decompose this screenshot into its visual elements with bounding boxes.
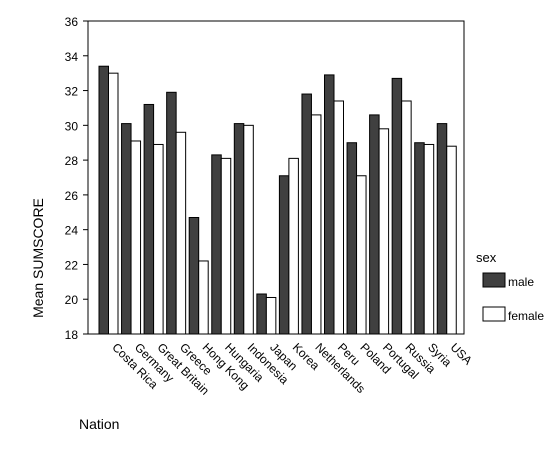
bar-female — [423, 143, 435, 335]
bar-male — [301, 93, 312, 335]
x-tick-label: USA — [448, 340, 475, 367]
bar-male — [211, 154, 222, 335]
bar-male — [278, 175, 290, 335]
bar-male — [436, 123, 448, 335]
y-axis-title: Mean SUMSCORE — [30, 198, 46, 318]
bar-female — [130, 140, 142, 335]
bar-female — [310, 114, 322, 335]
bar-male — [121, 123, 132, 335]
bar-male — [346, 142, 358, 335]
bar-male — [166, 91, 177, 335]
bar-female — [198, 260, 209, 335]
y-tick-label: 36 — [65, 15, 79, 29]
legend-title: sex — [476, 250, 497, 265]
bar-female — [378, 128, 390, 335]
bar-male — [256, 293, 267, 335]
bar-male — [143, 103, 155, 335]
y-tick-label: 18 — [65, 328, 79, 342]
bar-female — [175, 131, 187, 335]
y-tick-label: 26 — [65, 189, 79, 203]
bar-female — [220, 157, 232, 335]
y-tick-label: 34 — [65, 50, 79, 64]
bar-female — [333, 100, 344, 335]
y-tick-label: 22 — [65, 258, 79, 272]
bar-male — [98, 65, 109, 335]
bar-female — [243, 124, 254, 335]
legend-label-male: male — [508, 275, 534, 289]
y-tick-label: 20 — [65, 293, 79, 307]
bar-female — [288, 157, 299, 335]
y-tick-label: 24 — [65, 224, 79, 238]
bar-female — [108, 72, 119, 335]
bar-female — [401, 100, 412, 335]
bar-male — [414, 142, 425, 335]
bar-female — [356, 175, 367, 335]
x-axis-title: Nation — [79, 416, 119, 432]
bar-female — [265, 296, 277, 335]
bar-male — [188, 216, 200, 335]
legend-label-female: female — [508, 309, 544, 323]
bar-male — [369, 114, 380, 335]
y-tick-label: 30 — [65, 119, 79, 133]
y-tick-label: 32 — [65, 85, 79, 99]
bar-male — [391, 77, 403, 335]
y-tick-label: 28 — [65, 154, 79, 168]
legend-swatch-male — [482, 272, 506, 288]
bar-male — [324, 74, 335, 335]
legend-swatch-female — [482, 306, 506, 322]
bar-female — [153, 143, 164, 335]
bar-male — [233, 123, 245, 335]
bar-female — [446, 145, 457, 335]
